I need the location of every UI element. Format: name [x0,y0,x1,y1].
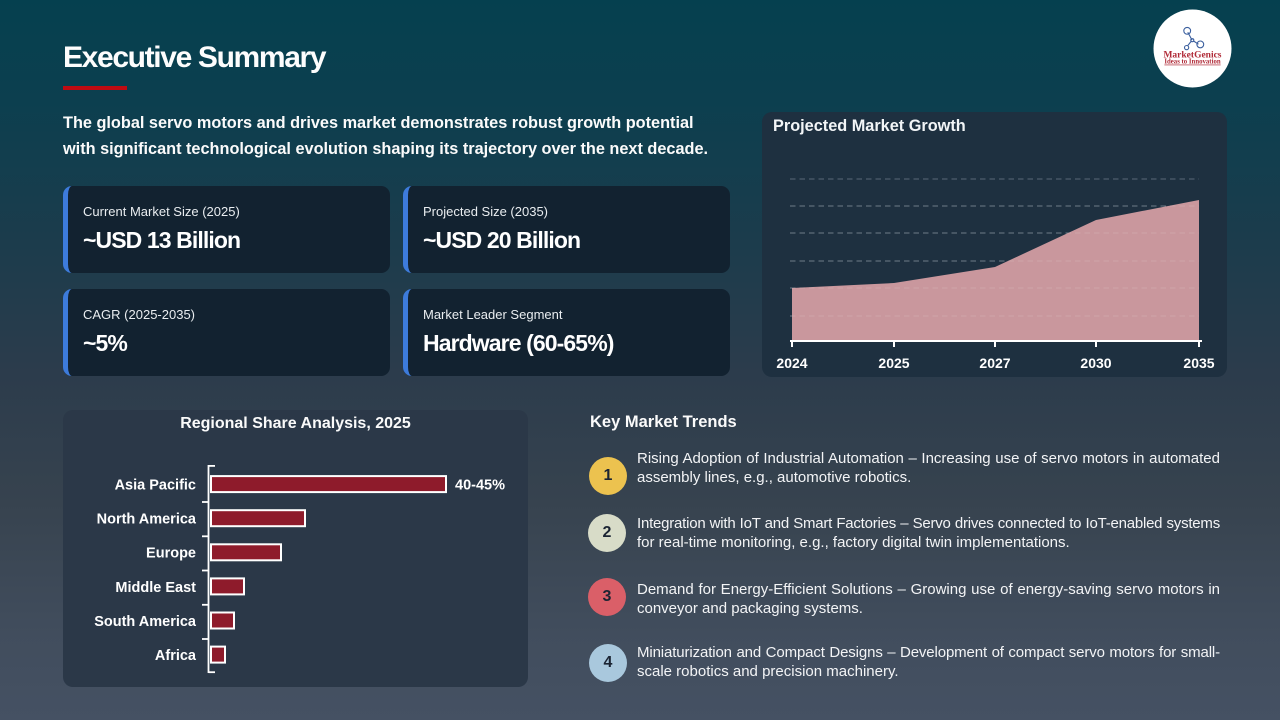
svg-text:40-45%: 40-45% [455,478,505,494]
svg-text:North America: North America [97,512,197,528]
svg-text:Ideas to Innovation: Ideas to Innovation [1164,59,1220,66]
svg-text:2035: 2035 [1183,355,1214,371]
svg-text:2030: 2030 [1080,355,1111,371]
svg-text:Europe: Europe [146,546,196,562]
svg-text:2024: 2024 [776,355,807,371]
svg-text:2027: 2027 [979,355,1010,371]
svg-text:Middle East: Middle East [115,580,196,596]
svg-text:2025: 2025 [878,355,909,371]
svg-text:South America: South America [94,614,197,630]
svg-text:MarketGenics: MarketGenics [1163,51,1221,61]
svg-text:Africa: Africa [155,648,197,664]
svg-text:Asia Pacific: Asia Pacific [115,478,196,494]
